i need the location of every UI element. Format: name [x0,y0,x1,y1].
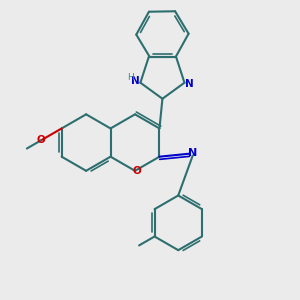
Text: H: H [127,73,134,82]
Text: N: N [188,148,197,158]
Text: N: N [131,76,140,86]
Text: O: O [132,166,141,176]
Text: N: N [185,79,194,89]
Text: O: O [37,135,45,145]
